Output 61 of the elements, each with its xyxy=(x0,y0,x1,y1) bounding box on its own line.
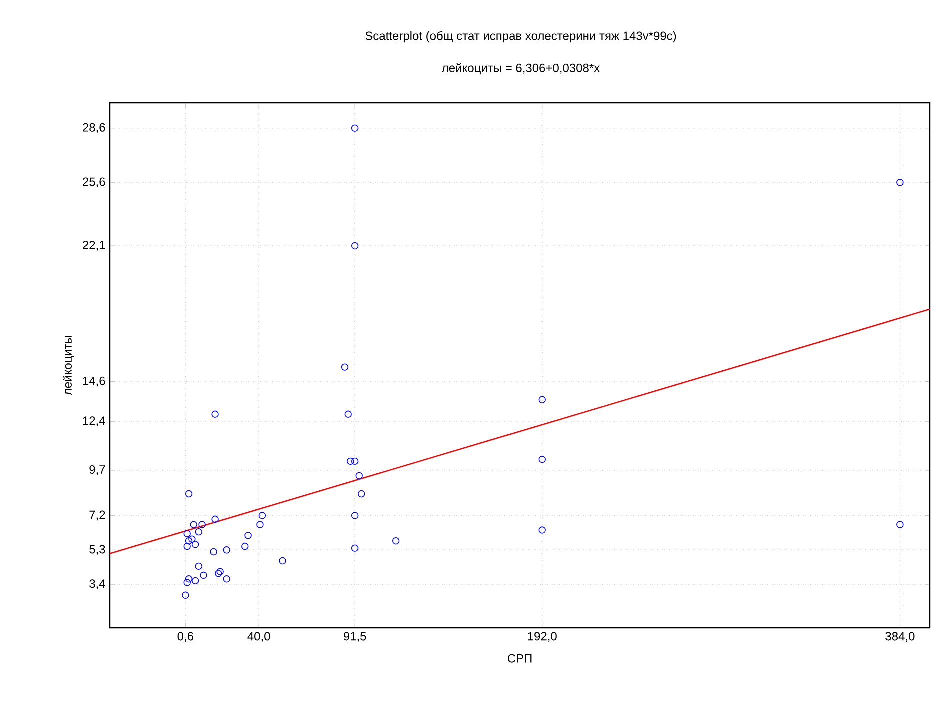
point xyxy=(184,530,191,538)
point xyxy=(195,562,202,570)
point xyxy=(184,542,191,550)
y-tick-label: 3,4 xyxy=(90,580,106,590)
point xyxy=(392,538,400,545)
y-tick-label: 22,1 xyxy=(83,241,106,251)
point xyxy=(215,570,222,578)
point xyxy=(216,568,224,576)
point xyxy=(223,576,230,583)
point xyxy=(344,410,352,418)
point xyxy=(358,490,366,498)
point xyxy=(190,521,198,528)
x-tick-label: 0,6 xyxy=(178,632,194,642)
point xyxy=(242,542,249,550)
y-tick-label: 9,7 xyxy=(90,466,106,476)
point xyxy=(341,364,349,371)
point xyxy=(347,458,354,466)
point xyxy=(192,541,200,548)
chart-subtitle: лейкоциты = 6,306+0,0308*x xyxy=(442,63,600,75)
point xyxy=(185,576,193,583)
point xyxy=(192,577,200,585)
point xyxy=(212,516,219,523)
point xyxy=(195,528,202,536)
point xyxy=(256,521,264,528)
x-tick-label: 384,0 xyxy=(886,632,915,642)
point xyxy=(351,544,359,552)
point xyxy=(351,458,359,466)
x-tick-label: 40,0 xyxy=(248,632,270,642)
point xyxy=(258,512,266,520)
point xyxy=(182,592,190,600)
y-tick-label: 12,4 xyxy=(83,416,106,427)
x-tick-label: 91,5 xyxy=(344,632,366,642)
point xyxy=(244,532,252,540)
y-axis-title: лейкоциты xyxy=(62,336,74,396)
point xyxy=(184,579,191,586)
point xyxy=(212,410,219,418)
point xyxy=(351,242,359,250)
point xyxy=(185,490,193,498)
y-tick-label: 7,2 xyxy=(90,510,106,521)
point xyxy=(351,124,359,132)
point xyxy=(210,548,218,556)
point xyxy=(198,521,206,528)
point xyxy=(538,396,546,404)
y-tick-label: 5,3 xyxy=(90,545,106,556)
chart-title: Scatterplot (общ стат исправ холестерини тяж 143v*99c) xyxy=(366,31,676,43)
x-tick-label: 192,0 xyxy=(528,632,557,642)
point xyxy=(356,472,363,480)
point xyxy=(351,512,359,520)
point xyxy=(896,521,904,528)
point xyxy=(279,557,286,565)
point xyxy=(896,179,904,186)
point xyxy=(223,546,230,554)
y-tick-label: 25,6 xyxy=(83,178,106,188)
point xyxy=(200,572,208,580)
x-axis-title: СРП xyxy=(508,654,532,663)
point xyxy=(185,538,193,545)
point xyxy=(538,526,546,534)
point xyxy=(188,536,196,543)
y-tick-label: 14,6 xyxy=(83,376,106,387)
point xyxy=(538,456,546,464)
y-tick-label: 28,6 xyxy=(83,123,106,134)
